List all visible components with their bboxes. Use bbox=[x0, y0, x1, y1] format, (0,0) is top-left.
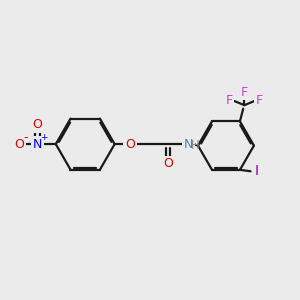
Text: I: I bbox=[255, 164, 259, 178]
Text: N: N bbox=[184, 138, 193, 151]
Text: F: F bbox=[256, 94, 263, 107]
Text: F: F bbox=[241, 86, 248, 99]
Text: H: H bbox=[190, 139, 199, 152]
Text: O: O bbox=[125, 138, 135, 151]
Text: N: N bbox=[33, 138, 42, 151]
Text: -: - bbox=[23, 131, 27, 144]
Text: F: F bbox=[226, 94, 232, 107]
Text: O: O bbox=[14, 138, 24, 151]
Text: O: O bbox=[163, 157, 173, 170]
Text: +: + bbox=[40, 133, 48, 142]
Text: O: O bbox=[33, 118, 43, 131]
